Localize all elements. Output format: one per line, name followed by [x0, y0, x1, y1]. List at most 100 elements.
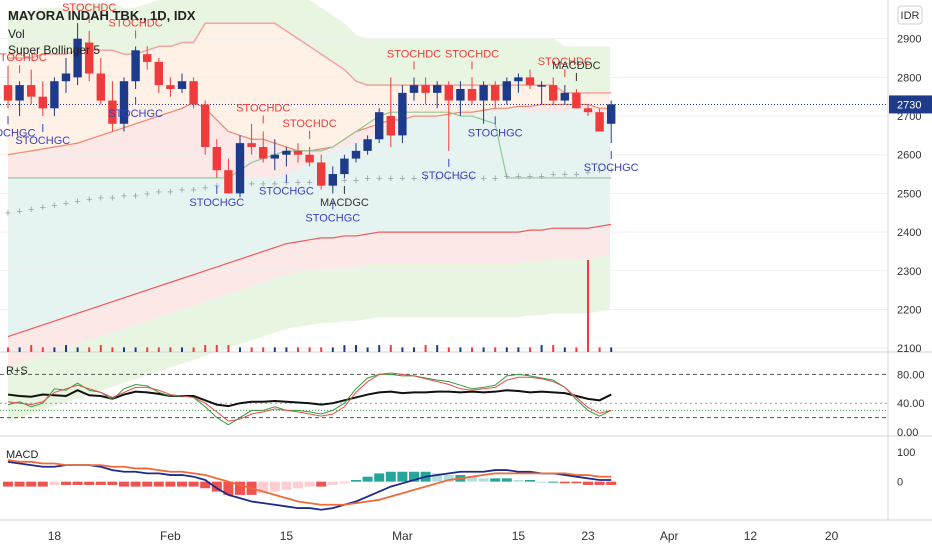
band-lower-green	[8, 255, 612, 422]
macd-histogram-bar	[443, 475, 454, 482]
volume-bar	[204, 345, 207, 352]
volume-bar	[18, 347, 21, 352]
candle-body	[224, 170, 233, 194]
dot-marker: +	[295, 177, 301, 189]
dot-marker: +	[283, 177, 289, 189]
macd-histogram-bar	[362, 476, 373, 482]
volume-bar	[424, 345, 427, 352]
macd-histogram-bar	[165, 481, 176, 487]
volume-bar	[552, 345, 555, 352]
dot-marker: +	[550, 169, 556, 181]
volume-bar	[436, 345, 439, 352]
candle-body	[491, 85, 500, 101]
macd-histogram-bar	[37, 481, 48, 487]
axes[interactable]: 2100 2200 2300 2400 2500 2600 2700 2800 2900 2730…	[48, 34, 932, 543]
dot-marker: +	[167, 186, 173, 198]
macd-histogram-bar	[385, 471, 396, 482]
candle-body	[282, 150, 291, 155]
dot-marker: +	[248, 179, 254, 191]
macd-histogram-bar	[316, 481, 327, 487]
volume-bar	[227, 345, 230, 352]
symbol-title[interactable]: MAYORA INDAH TBK., 1D, IDX	[8, 8, 196, 23]
volume-bar	[517, 347, 520, 352]
volume-bar	[587, 260, 589, 352]
volume-bar	[76, 347, 79, 352]
dot-marker: +	[446, 173, 452, 185]
x-tick-label: 20	[825, 529, 839, 543]
x-tick-label: 18	[48, 529, 62, 543]
dot-marker: +	[98, 192, 104, 204]
macd-histogram-bar	[467, 476, 477, 482]
price-tick-label: 2700	[897, 111, 921, 123]
vol-label[interactable]: Vol	[8, 27, 25, 41]
macd-histogram-bar	[188, 481, 199, 487]
last-price-tag	[889, 95, 932, 114]
volume-bar	[598, 347, 601, 352]
dot-marker: +	[28, 204, 34, 216]
macd-tick-label: 100	[897, 447, 915, 459]
volume-bar	[65, 345, 67, 352]
candle-body	[583, 108, 593, 113]
volume-bar	[262, 347, 265, 352]
candle-body	[444, 85, 453, 101]
rs-title: R+S	[6, 365, 28, 377]
macd-histogram-bar	[95, 481, 106, 485]
dot-marker: +	[51, 200, 57, 212]
rs-pane	[0, 372, 888, 426]
macd-histogram-bar	[513, 480, 524, 482]
candle-body	[386, 116, 395, 136]
macd-histogram-bar	[177, 481, 187, 487]
macd-histogram-bar	[583, 481, 593, 485]
dot-marker: +	[353, 175, 359, 187]
dot-marker: +	[74, 196, 80, 208]
volume-bar	[181, 347, 183, 352]
candle-body	[595, 112, 604, 132]
dot-marker: +	[132, 190, 138, 202]
candle-body	[247, 143, 256, 147]
dot-marker: +	[480, 173, 486, 185]
macd-histogram-bar	[374, 473, 385, 482]
currency-badge-box[interactable]	[897, 5, 923, 25]
candle-body	[50, 81, 59, 109]
candle-body	[525, 77, 535, 86]
candle-body	[3, 85, 13, 101]
signal-label: STOCHDC	[108, 17, 162, 29]
candle-body	[305, 154, 314, 163]
currency-badge[interactable]: IDR	[901, 10, 920, 22]
macd-histogram-bar	[478, 478, 489, 482]
macd-histogram-bar	[351, 480, 361, 482]
x-tick-label: Apr	[660, 529, 679, 543]
volume-bar	[192, 347, 195, 352]
rs-tick-label: 0.00	[897, 427, 918, 439]
price-tick-label: 2300	[897, 266, 921, 278]
macd-histogram-bar	[211, 481, 222, 492]
volume-bar	[53, 347, 56, 352]
volume-bar	[320, 347, 323, 352]
indicator-label[interactable]: Super Bollinger 5	[8, 43, 100, 57]
macd-line	[7, 460, 612, 511]
dot-marker: +	[63, 198, 69, 210]
macd-histogram-bar	[14, 481, 25, 487]
macd-histogram-bar	[84, 481, 95, 485]
price-tick-label: 2400	[897, 227, 921, 239]
dot-marker: +	[260, 179, 266, 191]
macd-histogram-bar	[501, 478, 512, 482]
macd-pane	[3, 459, 617, 511]
macd-tick-label: 0	[897, 477, 903, 489]
candle-body	[143, 54, 152, 62]
candle-body	[166, 85, 175, 89]
candle-body	[421, 85, 430, 93]
volume-bar	[459, 347, 462, 352]
rs-line	[7, 373, 612, 426]
candle-body	[270, 154, 279, 159]
candle-body	[328, 174, 337, 186]
candle-body	[177, 81, 187, 89]
candle-body	[514, 77, 523, 82]
macd-histogram-bar	[235, 481, 245, 495]
signal-label: STOCHGC	[305, 212, 360, 224]
candle-body	[433, 85, 442, 93]
volume-bar	[563, 347, 566, 352]
volume-bar	[505, 347, 508, 352]
macd-histogram-bar	[130, 481, 141, 487]
candle-body	[131, 50, 140, 82]
